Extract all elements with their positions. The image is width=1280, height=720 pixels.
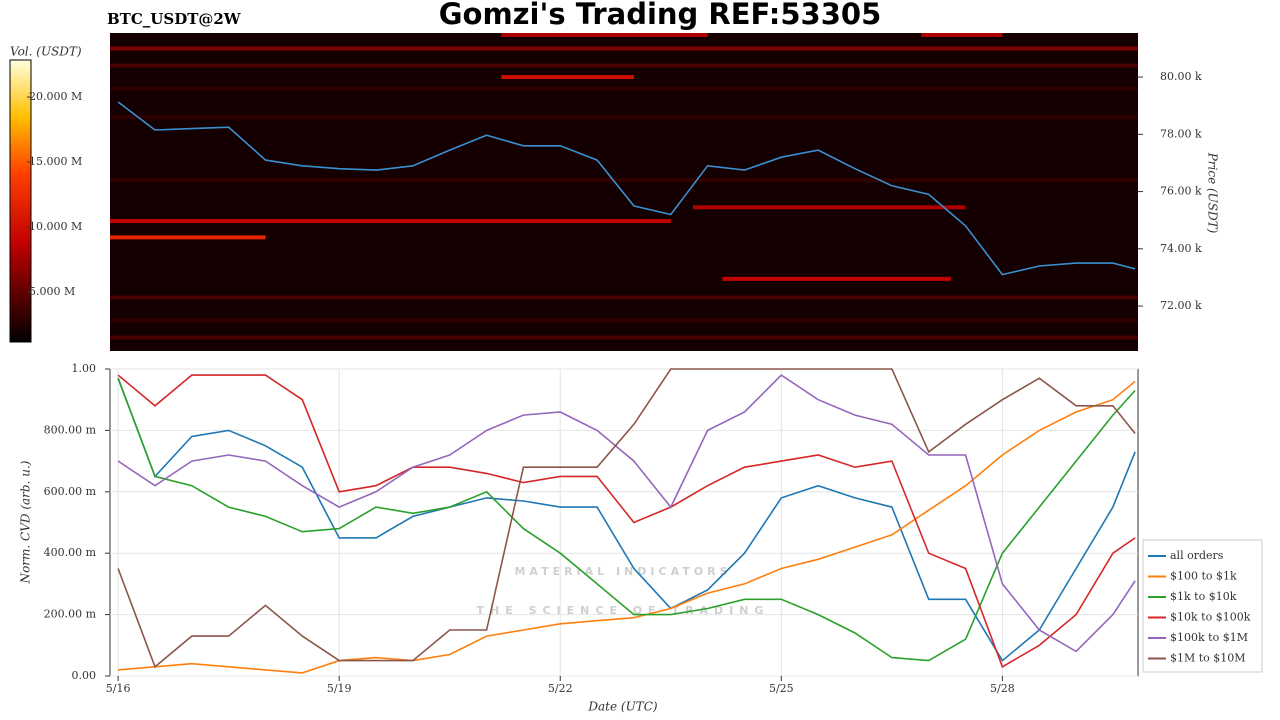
x-axis-label: Date (UTC)	[587, 700, 657, 714]
y-tick-label: 76.00 k	[1160, 185, 1202, 198]
y-tick-label: 1.00	[72, 362, 97, 375]
liquidity-band	[110, 235, 266, 240]
liquidity-band	[110, 318, 1138, 323]
cvd-line	[117, 374, 1136, 653]
y-tick-label: 78.00 k	[1160, 127, 1202, 140]
y-tick-label: 0.00	[72, 669, 97, 682]
liquidity-band	[722, 276, 951, 281]
y-tick-label: 800.00 m	[44, 423, 97, 436]
liquidity-band	[692, 205, 966, 210]
colorbar-label: Vol. (USDT)	[10, 45, 82, 59]
x-tick-label: 5/16	[106, 682, 131, 695]
legend-label: $100k to $1M	[1170, 631, 1248, 644]
subtitle: BTC_USDT@2W	[107, 10, 242, 28]
liquidity-band	[110, 295, 1138, 300]
x-tick-label: 5/22	[548, 682, 573, 695]
legend-label: $100 to $1k	[1170, 570, 1237, 583]
price-line	[117, 101, 1136, 276]
cvd-line	[117, 377, 1136, 662]
liquidity-band	[110, 46, 1138, 51]
cvd-line	[117, 368, 1136, 669]
colorbar-tick-label: 20.000 M	[29, 90, 82, 103]
cvd-line	[118, 380, 1136, 674]
liquidity-band	[110, 178, 1138, 183]
cvd-line	[117, 377, 1136, 662]
y-tick-label: 72.00 k	[1160, 299, 1202, 312]
liquidity-band	[110, 335, 1138, 340]
colorbar-tick-label: 5.000 M	[29, 285, 75, 298]
y-axis-label: Norm. CVD (arb. u.)	[19, 460, 33, 584]
legend	[1142, 539, 1263, 673]
y-tick-label: 80.00 k	[1160, 70, 1202, 83]
y-tick-label: 74.00 k	[1160, 242, 1202, 255]
y-tick-label: 600.00 m	[44, 485, 97, 498]
legend-label: $1M to $10M	[1170, 652, 1246, 665]
liquidity-band	[110, 219, 671, 224]
colorbar	[9, 59, 32, 343]
y-tick-label: 400.00 m	[44, 546, 97, 559]
liquidity-band	[110, 63, 1138, 68]
liquidity-band	[921, 33, 1003, 38]
cvd-line	[117, 374, 1136, 668]
legend-label: $10k to $100k	[1170, 611, 1251, 624]
colorbar-tick-label: 10.000 M	[29, 220, 82, 233]
x-tick-label: 5/25	[769, 682, 794, 695]
liquidity-band	[501, 75, 634, 80]
colorbar-tick-label: 15.000 M	[29, 155, 82, 168]
title: Gomzi's Trading REF:53305	[439, 0, 882, 31]
watermark: MATERIAL INDICATORS	[514, 565, 731, 578]
legend-label: $1k to $10k	[1170, 590, 1237, 603]
price-axis-label: Price (USDT)	[1206, 152, 1220, 234]
legend-label: all orders	[1170, 549, 1224, 562]
heatmap-background	[110, 33, 1138, 351]
x-tick-label: 5/19	[327, 682, 352, 695]
liquidity-band	[501, 33, 708, 38]
x-tick-label: 5/28	[990, 682, 1015, 695]
y-tick-label: 200.00 m	[44, 608, 97, 621]
liquidity-band	[110, 86, 1138, 91]
watermark: THE SCIENCE OF TRADING	[477, 604, 770, 617]
liquidity-band	[110, 115, 1138, 120]
